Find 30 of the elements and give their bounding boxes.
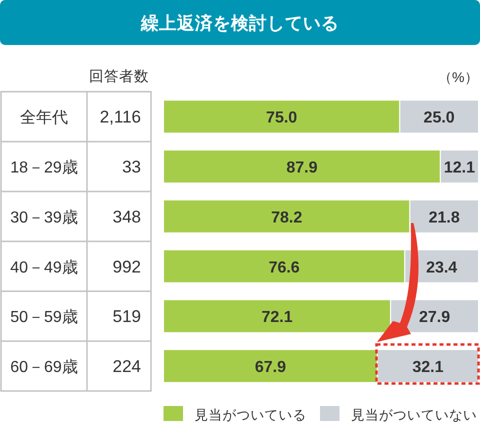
annotation: 348 — [112, 207, 141, 226]
data-label: 27.9 — [418, 309, 450, 326]
category-label: 18－29歳 — [10, 160, 78, 177]
annotation: 33 — [122, 158, 141, 177]
data-label: 87.9 — [286, 160, 318, 177]
category-label: 40－49歳 — [10, 259, 78, 276]
data-label: 23.4 — [426, 259, 458, 276]
category-label: 全年代 — [20, 110, 68, 127]
annotation: 519 — [112, 307, 141, 326]
annotation: 992 — [112, 257, 141, 276]
annotation: 2,116 — [100, 108, 141, 127]
legend-label: 見当がついていない — [351, 408, 477, 422]
data-label: 25.0 — [424, 110, 455, 127]
data-label: 32.1 — [412, 359, 444, 376]
data-label: 67.9 — [254, 359, 286, 376]
annotation: 224 — [112, 357, 141, 376]
data-label: 76.6 — [268, 259, 300, 276]
data-label: 12.1 — [444, 160, 476, 177]
chart-title: 繰上返済を検討している — [140, 13, 339, 33]
category-label: 30－39歳 — [10, 209, 78, 226]
data-label: 78.2 — [271, 209, 302, 226]
data-label: 21.8 — [428, 209, 460, 226]
axis-title: （%） — [438, 69, 478, 85]
data-label: 75.0 — [266, 110, 298, 127]
title: 繰上返済を検討している — [0, 0, 480, 45]
legend-label: 見当がついている — [194, 408, 306, 422]
annotation: 回答者数 — [89, 69, 149, 85]
category-label: 50－59歳 — [10, 309, 78, 326]
category-label: 60－69歳 — [10, 359, 78, 376]
data-label: 72.1 — [261, 309, 293, 326]
